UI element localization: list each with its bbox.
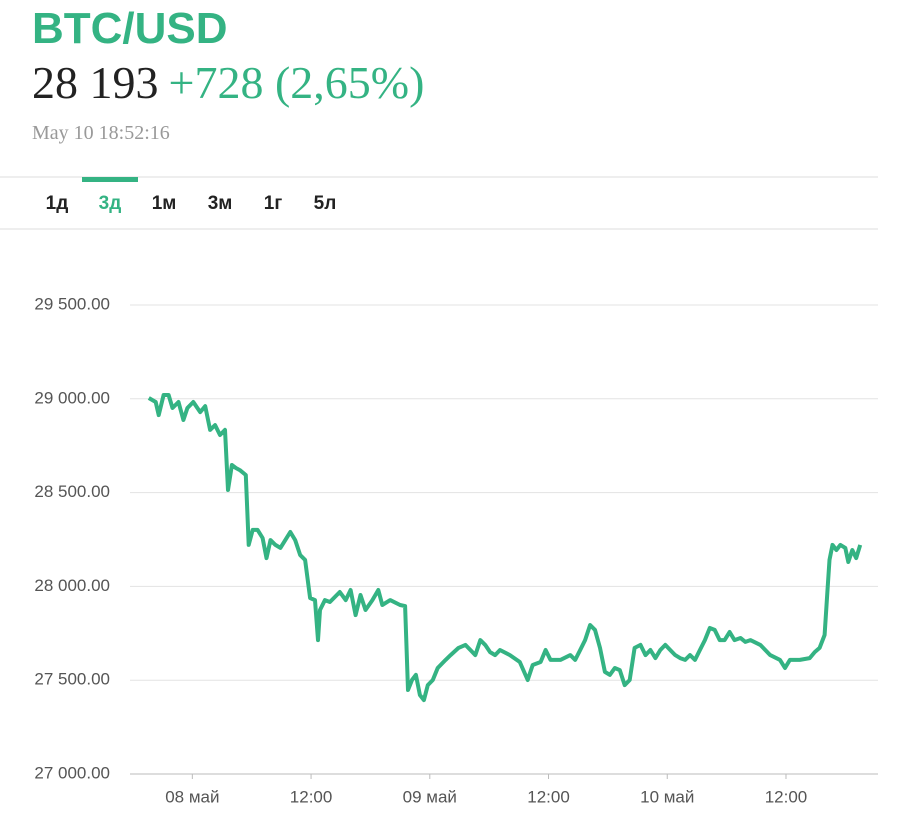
y-tick-label: 27 500.00 (34, 670, 110, 689)
x-tick-label: 08 май (165, 787, 219, 806)
period-tab[interactable]: 5л (314, 193, 337, 214)
period-tab[interactable]: 3м (208, 193, 233, 214)
y-tick-label: 29 000.00 (34, 388, 110, 407)
y-tick-label: 28 500.00 (34, 482, 110, 501)
period-tab[interactable]: 1г (264, 193, 283, 214)
price-line (147, 393, 863, 703)
y-tick-label: 27 000.00 (34, 763, 110, 782)
x-tick-label: 10 май (640, 787, 694, 806)
x-tick-label: 09 май (403, 787, 457, 806)
x-tick-label: 12:00 (290, 787, 333, 806)
x-tick-label: 12:00 (765, 787, 808, 806)
change: +728 (2,65%) (168, 57, 425, 108)
timestamp: May 10 18:52:16 (32, 122, 170, 144)
symbol-title: BTC/USD (32, 4, 228, 53)
y-tick-label: 29 500.00 (34, 294, 110, 313)
x-tick-label: 12:00 (527, 787, 570, 806)
period-tab[interactable]: 3д (99, 193, 122, 214)
period-tab[interactable]: 1м (152, 193, 177, 214)
price: 28 193 (32, 57, 159, 108)
period-tab[interactable]: 1д (46, 193, 69, 214)
active-tab-indicator (82, 177, 138, 182)
y-tick-label: 28 000.00 (34, 576, 110, 595)
quote: 28 193 +728 (2,65%) (32, 56, 424, 109)
